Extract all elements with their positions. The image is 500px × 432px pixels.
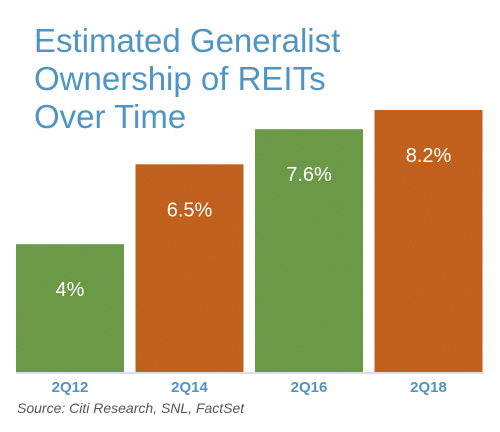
bar-2q14 bbox=[135, 164, 244, 372]
bar-2q16 bbox=[255, 129, 363, 372]
value-labels-group: 4% 6.5% 7.6% 8.2% bbox=[56, 145, 452, 301]
chart-title: Estimated Generalist Ownership of REITs … bbox=[34, 22, 474, 136]
source-note: Source: Citi Research, SNL, FactSet bbox=[17, 400, 245, 416]
bars-group bbox=[16, 110, 483, 372]
chart-title-line-3: Over Time bbox=[34, 98, 187, 135]
value-label-2q16: 7.6% bbox=[286, 164, 332, 186]
x-tick-label-2q12: 2Q12 bbox=[52, 379, 89, 396]
value-label-2q14: 6.5% bbox=[167, 199, 213, 221]
value-label-2q18: 8.2% bbox=[406, 145, 452, 167]
chart-title-line-2: Ownership of REITs bbox=[34, 60, 326, 97]
bar-2q18 bbox=[374, 110, 483, 372]
chart-title-line-1: Estimated Generalist bbox=[34, 22, 341, 59]
value-label-2q12: 4% bbox=[56, 279, 85, 301]
x-tick-labels-group: 2Q12 2Q14 2Q16 2Q18 bbox=[52, 379, 447, 396]
x-tick-label-2q14: 2Q14 bbox=[171, 379, 208, 396]
bar-2q12 bbox=[16, 244, 124, 372]
x-tick-label-2q16: 2Q16 bbox=[291, 379, 328, 396]
x-tick-label-2q18: 2Q18 bbox=[410, 379, 447, 396]
